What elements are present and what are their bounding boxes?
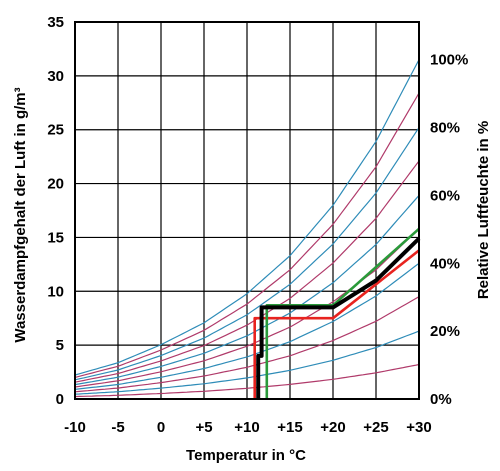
series-line-1 xyxy=(253,249,420,399)
y2-tick-label: 60% xyxy=(430,187,460,204)
x-tick-label: +10 xyxy=(234,419,259,436)
x-tick-label: +5 xyxy=(195,419,212,436)
x-tick-labels: -10 -5 0 +5 +10 +15 +20 +25 +30 xyxy=(64,419,432,436)
rh-curve-70 xyxy=(74,160,420,383)
x-tick-label: +20 xyxy=(320,419,345,436)
y-tick-label: 10 xyxy=(47,283,64,300)
y2-tick-label: 20% xyxy=(430,323,460,340)
rh-curve-30 xyxy=(74,296,420,393)
grid xyxy=(74,21,420,400)
rh-curve-10 xyxy=(74,363,420,398)
x-tick-label: +30 xyxy=(406,419,431,436)
y2-tick-label: 100% xyxy=(430,52,468,69)
y-tick-label: 0 xyxy=(56,391,64,408)
data-series xyxy=(253,227,421,399)
rh-curve-40 xyxy=(74,262,420,390)
y-tick-label: 35 xyxy=(47,14,64,31)
y2-tick-label: 80% xyxy=(430,120,460,137)
rh-curve-20 xyxy=(74,330,420,395)
y-tick-label: 5 xyxy=(56,337,64,354)
y-tick-label: 30 xyxy=(47,68,64,85)
y2-tick-labels: 0% 20% 40% 60% 80% 100% xyxy=(430,52,468,408)
plot-frame xyxy=(74,21,420,400)
rh-curve-90 xyxy=(74,92,420,378)
x-tick-label: +25 xyxy=(363,419,388,436)
x-tick-label: -5 xyxy=(111,419,124,436)
y2-tick-label: 40% xyxy=(430,255,460,272)
y2-axis-label: Relative Luftfeuchte in % xyxy=(475,121,492,299)
x-tick-label: -10 xyxy=(64,419,86,436)
rh-curve-80 xyxy=(74,127,420,381)
y-tick-label: 15 xyxy=(47,229,64,246)
rh-curve-100 xyxy=(74,59,420,376)
y2-tick-label: 0% xyxy=(430,391,452,408)
x-tick-label: +15 xyxy=(277,419,302,436)
y-tick-label: 25 xyxy=(47,122,64,139)
y-axis-label: Wasserdampfgehalt der Luft in g/m³ xyxy=(12,87,29,342)
x-axis-label: Temperatur in °C xyxy=(186,447,306,464)
y-tick-label: 20 xyxy=(47,176,64,193)
rh-curve-60 xyxy=(74,195,420,386)
series-line-3 xyxy=(256,237,421,399)
series-line-2 xyxy=(265,227,420,399)
y-tick-labels: 0 5 10 15 20 25 30 35 xyxy=(47,14,64,408)
x-tick-label: 0 xyxy=(157,419,165,436)
